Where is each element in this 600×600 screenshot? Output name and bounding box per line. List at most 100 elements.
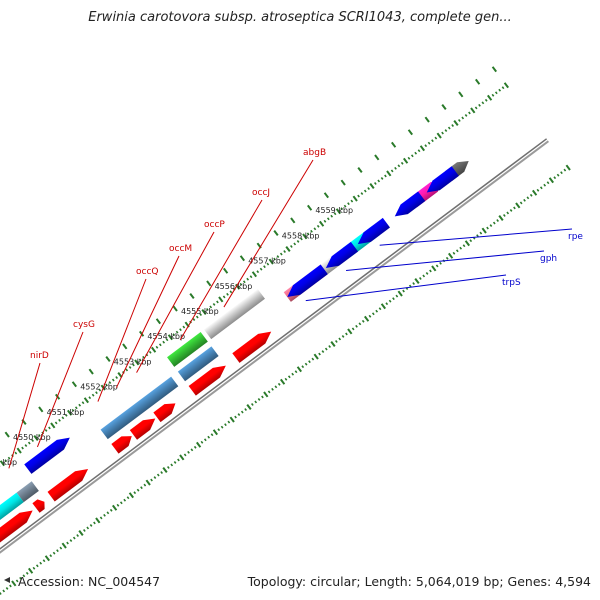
tick-mark bbox=[304, 362, 308, 366]
tick-mark bbox=[308, 360, 311, 364]
tick-mark bbox=[95, 517, 101, 524]
tick-mark bbox=[481, 227, 487, 234]
tick-mark bbox=[37, 434, 41, 437]
tick-mark bbox=[306, 232, 310, 236]
tick-mark bbox=[21, 446, 24, 450]
tick-mark bbox=[318, 352, 321, 356]
tick-mark bbox=[71, 381, 77, 388]
kbp-label: 4557 kbp bbox=[248, 257, 286, 266]
label-leader-line bbox=[379, 228, 573, 246]
tick-mark bbox=[285, 246, 291, 252]
tick-mark bbox=[402, 157, 409, 164]
gene-label-abgB: abgB bbox=[303, 148, 326, 158]
tick-mark bbox=[464, 240, 471, 247]
tick-mark bbox=[429, 269, 432, 273]
tick-mark bbox=[369, 183, 375, 189]
label-leader-line bbox=[8, 362, 41, 469]
tick-mark bbox=[259, 267, 263, 271]
tick-mark bbox=[412, 282, 415, 285]
tick-mark bbox=[249, 275, 253, 279]
tick-mark bbox=[190, 448, 194, 452]
tick-mark bbox=[474, 106, 478, 110]
tick-mark bbox=[22, 574, 26, 578]
accession-text: Accession: NC_004547 bbox=[18, 574, 161, 589]
tick-mark bbox=[78, 529, 84, 537]
tick-mark bbox=[165, 338, 169, 342]
tick-mark bbox=[162, 340, 166, 344]
tick-mark bbox=[338, 337, 342, 341]
tick-mark bbox=[11, 580, 17, 587]
tick-mark bbox=[361, 319, 365, 323]
tick-mark bbox=[301, 365, 305, 369]
gene-feature bbox=[16, 481, 39, 503]
tick-mark bbox=[4, 459, 8, 463]
tick-mark bbox=[226, 292, 229, 296]
tick-mark bbox=[491, 93, 495, 97]
tick-mark bbox=[358, 322, 362, 326]
kbp-label: 4556 kbp bbox=[215, 282, 253, 291]
tick-mark bbox=[116, 503, 120, 507]
tick-mark bbox=[143, 483, 147, 487]
tick-mark bbox=[293, 242, 297, 246]
tick-mark bbox=[16, 447, 22, 454]
tick-mark bbox=[69, 539, 73, 543]
tick-mark bbox=[148, 350, 152, 354]
tick-mark bbox=[216, 300, 219, 304]
gene-feature bbox=[100, 376, 179, 440]
tick-mark bbox=[81, 401, 85, 405]
tick-mark bbox=[105, 356, 111, 362]
tick-mark bbox=[306, 204, 313, 211]
tick-mark bbox=[140, 486, 143, 490]
label-leader-line bbox=[305, 274, 507, 302]
tick-mark bbox=[187, 450, 190, 454]
tick-mark bbox=[155, 318, 161, 325]
tick-mark bbox=[388, 299, 392, 303]
tick-mark bbox=[330, 214, 334, 218]
tick-mark bbox=[435, 264, 439, 268]
tick-mark bbox=[123, 498, 127, 502]
label-leader-line bbox=[136, 231, 215, 373]
tick-mark bbox=[414, 151, 418, 155]
tick-mark bbox=[242, 280, 246, 284]
tick-mark bbox=[126, 496, 130, 500]
gene-feature bbox=[426, 166, 459, 193]
gene-feature bbox=[0, 492, 24, 520]
gene-feature bbox=[0, 510, 33, 543]
tick-mark bbox=[44, 555, 50, 562]
gene-features bbox=[0, 160, 469, 543]
tick-mark bbox=[32, 566, 36, 570]
tick-mark bbox=[182, 325, 186, 329]
tick-mark bbox=[424, 116, 430, 123]
gene-feature bbox=[357, 217, 390, 245]
tick-mark bbox=[328, 345, 331, 348]
tick-marks bbox=[0, 66, 571, 595]
tick-mark bbox=[431, 265, 437, 272]
tick-mark bbox=[271, 387, 274, 391]
tick-mark bbox=[64, 413, 68, 417]
tick-mark bbox=[239, 255, 245, 262]
tick-mark bbox=[237, 413, 241, 416]
tick-mark bbox=[91, 393, 95, 397]
tick-mark bbox=[501, 86, 505, 90]
tick-mark bbox=[340, 179, 346, 186]
tick-mark bbox=[158, 343, 162, 347]
tick-mark bbox=[455, 249, 459, 253]
tick-mark bbox=[424, 144, 428, 148]
tick-mark bbox=[462, 244, 466, 248]
tick-mark bbox=[459, 246, 463, 250]
tick-mark bbox=[195, 315, 199, 319]
tick-mark bbox=[33, 435, 39, 441]
tick-mark bbox=[44, 429, 48, 432]
tick-mark bbox=[112, 504, 118, 511]
tick-mark bbox=[294, 370, 298, 374]
gene-feature bbox=[204, 289, 265, 340]
tick-mark bbox=[15, 579, 19, 583]
tick-mark bbox=[441, 104, 447, 110]
tick-mark bbox=[56, 549, 59, 553]
tick-mark bbox=[66, 541, 69, 545]
tick-mark bbox=[451, 124, 454, 127]
tick-mark bbox=[35, 564, 39, 568]
tick-mark bbox=[192, 318, 196, 321]
tick-mark bbox=[486, 94, 493, 101]
